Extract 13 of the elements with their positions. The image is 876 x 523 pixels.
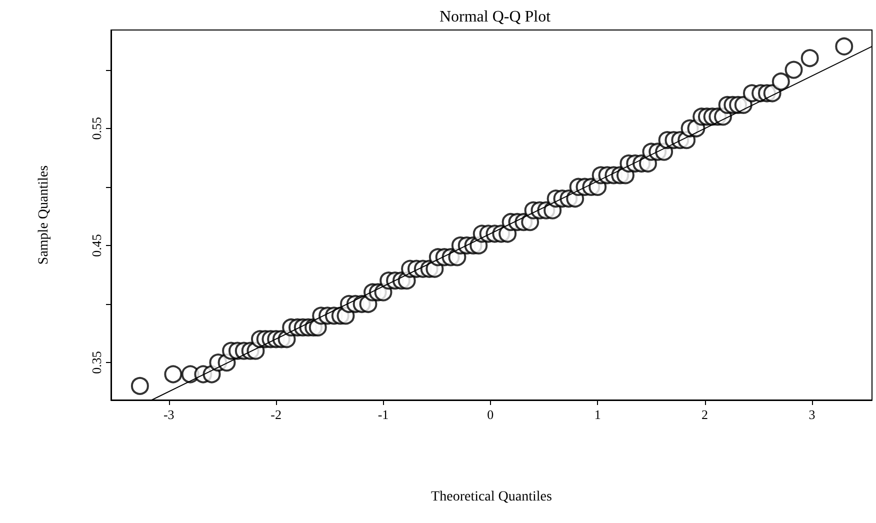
chart-title: Normal Q-Q Plot [439,8,552,26]
x-axis-title: Theoretical Quantiles [431,490,552,504]
y-tick-label: 0.35 [89,351,104,374]
y-tick-label: 0.55 [89,116,104,140]
x-tick-label: 0 [487,407,494,422]
x-tick-label: 2 [702,407,708,422]
y-axis-title: Sample Quantiles [36,165,52,265]
x-tick-label: 3 [808,407,816,422]
x-tick-label: 1 [594,407,601,422]
x-tick-label: -2 [270,407,282,422]
x-tick-label: -3 [163,407,174,422]
y-tick-label: 0.45 [89,234,104,257]
x-tick-label: -1 [378,407,389,422]
